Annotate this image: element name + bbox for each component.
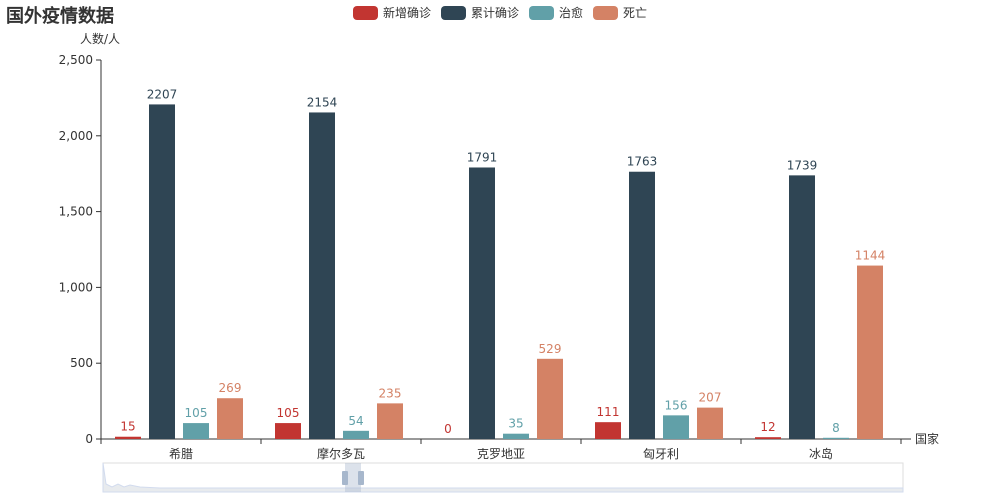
legend-swatch (529, 5, 555, 20)
y-tick-label: 1,500 (59, 205, 93, 219)
bar[interactable] (755, 437, 781, 439)
x-tick-label: 匈牙利 (643, 447, 679, 461)
legend-label: 累计确诊 (471, 6, 520, 20)
bar[interactable] (217, 398, 243, 439)
y-axis-title: 人数/人 (80, 31, 120, 46)
bar[interactable] (377, 403, 403, 439)
y-tick-label: 500 (70, 356, 93, 370)
y-tick-label: 2,000 (59, 129, 93, 143)
x-tick-label: 摩尔多瓦 (317, 446, 365, 461)
x-tick-label: 冰岛 (809, 446, 833, 461)
chart-title: 国外疫情数据 (6, 6, 114, 27)
datazoom-handle[interactable] (358, 471, 364, 485)
bar[interactable] (595, 422, 621, 439)
legend-item[interactable]: 死亡 (593, 4, 647, 21)
data-label: 105 (185, 406, 208, 420)
bar[interactable] (503, 433, 529, 439)
legend-item[interactable]: 新增确诊 (353, 4, 431, 21)
legend: 新增确诊 累计确诊 治愈 死亡 (353, 4, 647, 21)
data-label: 529 (539, 342, 562, 356)
bar[interactable] (343, 430, 369, 439)
bar[interactable] (469, 167, 495, 439)
legend-swatch (353, 5, 378, 20)
datazoom-window[interactable] (345, 463, 361, 492)
data-label: 1144 (855, 249, 886, 263)
legend-swatch (593, 5, 619, 20)
bar[interactable] (663, 415, 689, 439)
data-label: 8 (832, 421, 840, 435)
x-tick-label: 希腊 (169, 446, 193, 461)
data-label: 1739 (787, 158, 818, 172)
bar[interactable] (789, 175, 815, 439)
y-tick-label: 0 (85, 432, 93, 446)
bar[interactable] (275, 423, 301, 439)
x-tick-label: 克罗地亚 (477, 447, 525, 461)
bar[interactable] (537, 358, 563, 439)
bar[interactable] (629, 171, 655, 440)
x-axis-title: 国家 (915, 431, 939, 446)
bar[interactable] (115, 436, 141, 439)
bar[interactable] (309, 112, 335, 439)
bar[interactable] (857, 265, 883, 439)
data-label: 2207 (147, 87, 178, 101)
data-label: 269 (219, 381, 242, 395)
data-label: 105 (277, 406, 300, 420)
data-label: 15 (120, 420, 135, 434)
legend-item[interactable]: 累计确诊 (441, 4, 519, 21)
legend-label: 治愈 (559, 6, 584, 20)
data-label: 2154 (307, 95, 338, 109)
bar[interactable] (823, 437, 849, 439)
y-tick-label: 1,000 (59, 280, 93, 294)
bar[interactable] (697, 407, 723, 439)
data-label: 35 (508, 417, 523, 431)
data-label: 235 (379, 386, 402, 400)
bar[interactable] (183, 423, 209, 439)
datazoom-preview (102, 462, 904, 493)
data-label: 156 (665, 398, 688, 412)
bar[interactable] (149, 104, 175, 440)
legend-label: 死亡 (623, 6, 648, 20)
data-label: 54 (348, 414, 363, 428)
data-label: 207 (699, 391, 722, 405)
data-label: 12 (760, 420, 775, 434)
legend-item[interactable]: 治愈 (529, 4, 583, 21)
data-label: 111 (597, 405, 620, 419)
data-label: 0 (444, 422, 452, 436)
datazoom-handle[interactable] (342, 471, 348, 485)
data-label: 1791 (467, 150, 498, 164)
data-label: 1763 (627, 155, 658, 169)
legend-label: 新增确诊 (383, 6, 432, 20)
legend-swatch (441, 5, 467, 20)
y-tick-label: 2,500 (59, 53, 93, 67)
